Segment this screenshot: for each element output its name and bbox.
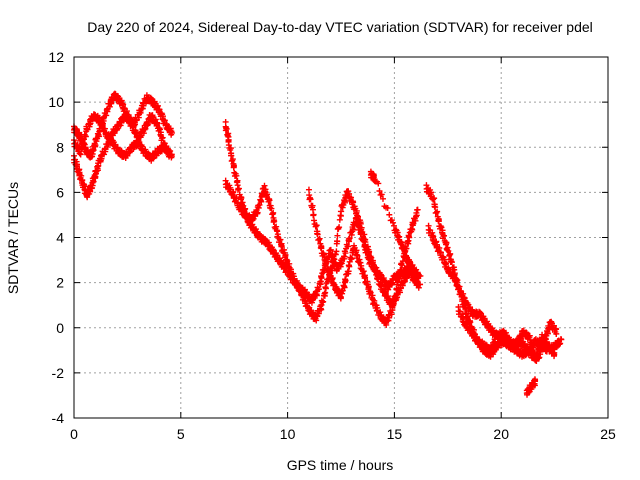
series-track-j xyxy=(455,303,558,364)
x-tick-label: 15 xyxy=(387,426,403,442)
x-tick-label: 5 xyxy=(177,426,185,442)
series-track-d xyxy=(222,118,424,306)
y-tick-label: -4 xyxy=(52,410,65,426)
x-tick-label: 25 xyxy=(600,426,616,442)
data-points xyxy=(71,90,565,398)
y-tick-label: 8 xyxy=(56,139,64,155)
data-point-markers xyxy=(367,168,424,282)
data-point-markers xyxy=(222,118,424,306)
plot-frame xyxy=(73,56,609,419)
grid-lines xyxy=(74,57,608,418)
x-tick-label: 10 xyxy=(280,426,296,442)
series-track-k xyxy=(523,376,539,398)
series-track-g xyxy=(367,168,424,282)
y-axis-label: SDTVAR / TECUs xyxy=(5,182,21,294)
data-point-markers xyxy=(523,376,539,398)
data-point-markers xyxy=(455,303,558,364)
y-tick-label: 6 xyxy=(56,184,64,200)
x-tick-label: 20 xyxy=(493,426,509,442)
x-axis-label: GPS time / hours xyxy=(287,457,394,473)
x-tick-label: 0 xyxy=(70,426,78,442)
y-tick-label: 2 xyxy=(56,275,64,291)
y-tick-label: 0 xyxy=(56,320,64,336)
y-tick-label: 10 xyxy=(48,94,64,110)
chart-title: Day 220 of 2024, Sidereal Day-to-day VTE… xyxy=(87,19,593,35)
y-tick-label: 4 xyxy=(56,230,64,246)
y-tick-label: 12 xyxy=(48,49,64,65)
y-tick-label: -2 xyxy=(52,365,65,381)
